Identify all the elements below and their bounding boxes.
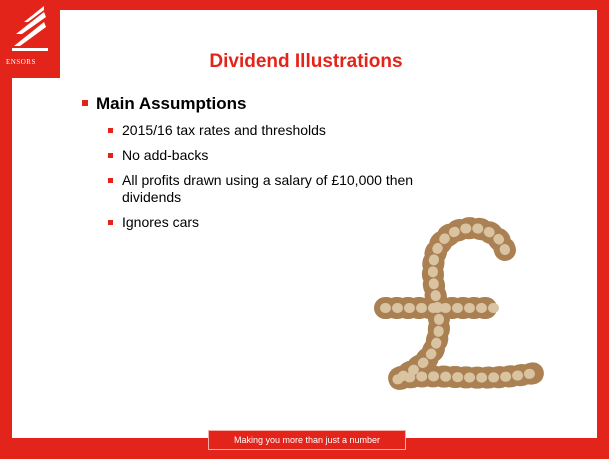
logo-mark: [12, 6, 48, 51]
item: No add-backs: [108, 147, 432, 164]
item: Ignores cars: [108, 214, 432, 231]
item: All profits drawn using a salary of £10,…: [108, 172, 432, 206]
logo: ENSORS: [0, 0, 60, 78]
item: 2015/16 tax rates and thresholds: [108, 122, 432, 139]
coin-pound-image: [374, 217, 551, 391]
tagline: Making you more than just a number: [208, 430, 406, 450]
logo-text: ENSORS: [6, 58, 36, 66]
item-list: 2015/16 tax rates and thresholds No add-b…: [108, 122, 432, 239]
title: Dividend Illustrations: [209, 51, 403, 72]
bullet: [82, 100, 88, 106]
heading: Main Assumptions: [96, 94, 247, 113]
